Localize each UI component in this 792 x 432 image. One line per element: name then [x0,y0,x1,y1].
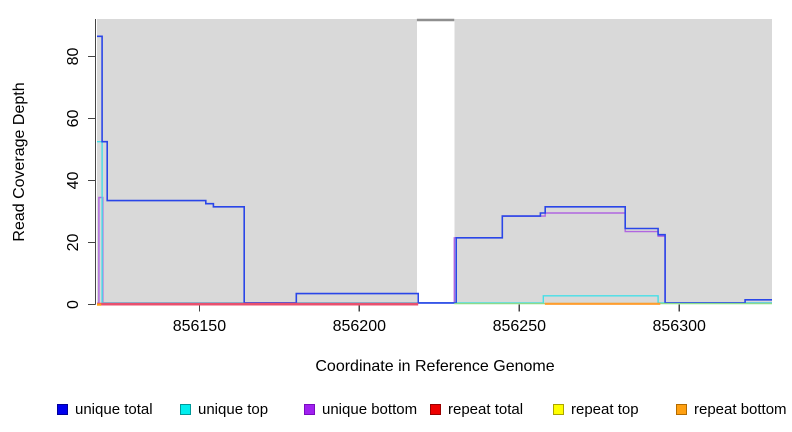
y-tick-label: 20 [65,234,82,252]
y-tick-label: 80 [65,48,82,66]
legend-swatch-unique-top [180,404,191,415]
x-tick-label: 856150 [173,318,226,335]
legend-label: unique total [75,401,153,418]
y-axis-title: Read Coverage Depth [11,82,28,242]
x-tick-label: 856250 [493,318,546,335]
legend-swatch-unique-total [57,404,68,415]
legend-label: repeat top [571,401,639,418]
legend-label: repeat bottom [694,401,787,418]
plot-bg-region [97,19,417,304]
legend-swatch-repeat-top [553,404,564,415]
legend-label: repeat total [448,401,524,418]
x-axis-title: Coordinate in Reference Genome [315,358,555,375]
legend-label: unique bottom [322,401,418,418]
legend-swatch-repeat-bottom [676,404,687,415]
x-tick-label: 856300 [653,318,706,335]
legend-label: unique top [198,401,269,418]
y-tick-label: 0 [65,300,82,309]
legend-swatch-repeat-total [430,404,441,415]
y-tick-label: 60 [65,110,82,128]
y-tick-label: 40 [65,172,82,190]
x-tick-label: 856200 [333,318,386,335]
legend: unique total unique top unique bottom repea… [0,398,792,424]
series-line-unique-total [97,35,772,304]
plot-bg-region [454,19,772,304]
series-line-unique-top [97,141,772,304]
legend-swatch-unique-bottom [304,404,315,415]
